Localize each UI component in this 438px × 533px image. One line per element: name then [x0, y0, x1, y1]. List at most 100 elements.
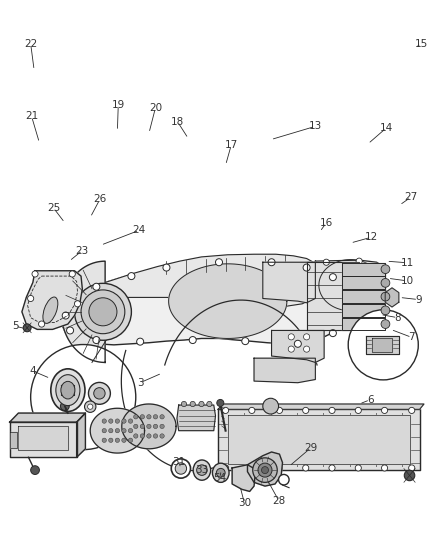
Polygon shape [307, 262, 359, 330]
Circle shape [355, 465, 361, 471]
Circle shape [153, 415, 158, 419]
Polygon shape [169, 264, 287, 338]
Circle shape [249, 465, 255, 471]
Circle shape [160, 434, 164, 438]
Text: 7: 7 [408, 333, 415, 342]
Circle shape [134, 415, 138, 419]
Polygon shape [247, 452, 283, 486]
Polygon shape [74, 254, 324, 306]
Text: 3: 3 [137, 378, 144, 387]
Polygon shape [122, 404, 176, 449]
Circle shape [147, 434, 151, 438]
Polygon shape [342, 304, 385, 317]
Circle shape [381, 265, 390, 273]
Circle shape [140, 424, 145, 429]
Circle shape [137, 338, 144, 345]
Circle shape [147, 415, 151, 419]
Circle shape [381, 407, 388, 414]
Polygon shape [342, 263, 385, 276]
Polygon shape [10, 432, 17, 448]
Ellipse shape [212, 463, 229, 482]
Text: 8: 8 [394, 313, 401, 322]
Polygon shape [342, 277, 385, 289]
Circle shape [303, 465, 309, 471]
Circle shape [122, 419, 126, 423]
Circle shape [263, 398, 279, 414]
Ellipse shape [43, 297, 58, 324]
Circle shape [134, 424, 138, 429]
Circle shape [329, 329, 336, 337]
Circle shape [190, 401, 195, 407]
Circle shape [102, 429, 106, 433]
Circle shape [258, 463, 272, 477]
Circle shape [89, 298, 117, 326]
Circle shape [378, 266, 384, 272]
Circle shape [31, 344, 136, 450]
Text: 21: 21 [25, 111, 38, 121]
Circle shape [85, 401, 96, 413]
Polygon shape [77, 413, 85, 457]
Circle shape [216, 469, 225, 477]
Circle shape [109, 438, 113, 442]
Polygon shape [90, 408, 145, 453]
Text: 31: 31 [172, 457, 185, 466]
Circle shape [215, 259, 223, 266]
Text: 19: 19 [112, 100, 125, 110]
Circle shape [160, 415, 164, 419]
Circle shape [355, 407, 361, 414]
Text: 15: 15 [415, 39, 428, 49]
Text: 16: 16 [320, 218, 333, 228]
Circle shape [323, 259, 329, 265]
Polygon shape [342, 318, 385, 330]
Polygon shape [385, 288, 399, 307]
Text: 17: 17 [225, 140, 238, 150]
Circle shape [74, 284, 131, 340]
Text: 30: 30 [238, 498, 251, 508]
Circle shape [128, 429, 133, 433]
Circle shape [304, 334, 310, 340]
Circle shape [102, 419, 106, 423]
Circle shape [304, 346, 310, 352]
Text: 14: 14 [380, 123, 393, 133]
Circle shape [109, 429, 113, 433]
Circle shape [128, 272, 135, 280]
Polygon shape [254, 358, 315, 383]
Ellipse shape [193, 460, 211, 480]
Polygon shape [228, 415, 410, 464]
Polygon shape [10, 422, 77, 457]
Polygon shape [272, 330, 324, 362]
Circle shape [181, 401, 187, 407]
Circle shape [329, 273, 336, 281]
Circle shape [347, 301, 354, 309]
Circle shape [160, 424, 164, 429]
Circle shape [381, 279, 390, 287]
Circle shape [223, 465, 229, 471]
Circle shape [288, 334, 294, 340]
Circle shape [171, 459, 191, 478]
Polygon shape [22, 271, 82, 329]
Text: 20: 20 [149, 103, 162, 112]
Text: 33: 33 [195, 465, 208, 475]
Ellipse shape [61, 382, 75, 399]
Text: 26: 26 [93, 195, 106, 204]
Circle shape [115, 429, 120, 433]
Circle shape [62, 312, 69, 319]
Text: 12: 12 [365, 232, 378, 242]
Circle shape [276, 465, 283, 471]
Circle shape [175, 463, 187, 474]
Circle shape [153, 434, 158, 438]
Text: 24: 24 [133, 225, 146, 235]
Polygon shape [18, 426, 68, 450]
Circle shape [381, 320, 390, 328]
Circle shape [31, 466, 39, 474]
Circle shape [122, 429, 126, 433]
Circle shape [303, 407, 309, 414]
Circle shape [223, 407, 229, 414]
Text: 9: 9 [415, 295, 422, 304]
Circle shape [94, 387, 105, 399]
Circle shape [288, 346, 294, 352]
Text: 23: 23 [76, 246, 89, 255]
Text: 28: 28 [272, 496, 286, 506]
Circle shape [23, 324, 31, 332]
Circle shape [303, 264, 310, 271]
